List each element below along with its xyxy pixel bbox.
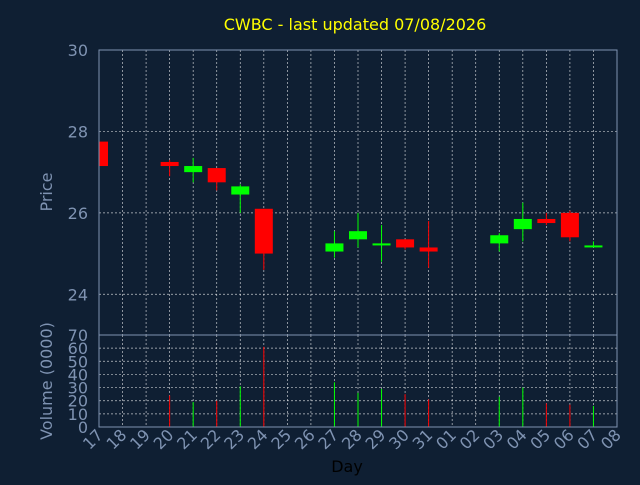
price-gridlines [99,50,617,335]
candle-body [560,212,579,238]
candle-body [231,186,250,195]
price-tick-label: 26 [68,204,88,223]
volume-tick-label: 40 [68,365,88,384]
candle-body [490,235,509,244]
volume-axis-label: Volume (0000) [37,322,56,440]
candle-body [348,231,367,240]
candle-body [419,247,438,252]
candle-body [584,245,603,248]
candle-body [160,161,179,167]
volume-tick-label: 30 [68,379,88,398]
volume-tick-label: 70 [68,326,88,345]
chart-title: CWBC - last updated 07/08/2026 [224,15,487,34]
candle-body [537,218,556,224]
volume-tick-label: 50 [68,352,88,371]
price-panel-frame [98,49,618,336]
candle-body [207,168,226,183]
volume-tick-label: 10 [68,405,88,424]
candle-body [372,243,391,246]
price-tick-label: 30 [68,41,88,60]
volume-panel-frame [98,334,618,428]
volume-bars [169,346,594,427]
candle-body [325,243,344,252]
candle-body [184,166,203,173]
volume-tick-label: 20 [68,392,88,411]
price-tick-label: 28 [68,122,88,141]
x-tick-label: 08 [597,425,625,453]
price-tick-label: 24 [68,285,88,304]
volume-tick-label: 0 [78,418,88,437]
candle-body [396,239,415,248]
price-axis-label: Price [37,172,56,211]
x-axis-label: Day [331,457,363,476]
x-tick-labels: 1718192021222324252627282930310102030405… [79,425,625,453]
price-tick-labels: 24 26 28 30 [68,41,88,304]
candle-body [254,208,273,254]
candle-body [513,218,532,230]
volume-tick-label: 60 [68,339,88,358]
candlestick-series [98,141,603,270]
candle-body [99,141,108,167]
